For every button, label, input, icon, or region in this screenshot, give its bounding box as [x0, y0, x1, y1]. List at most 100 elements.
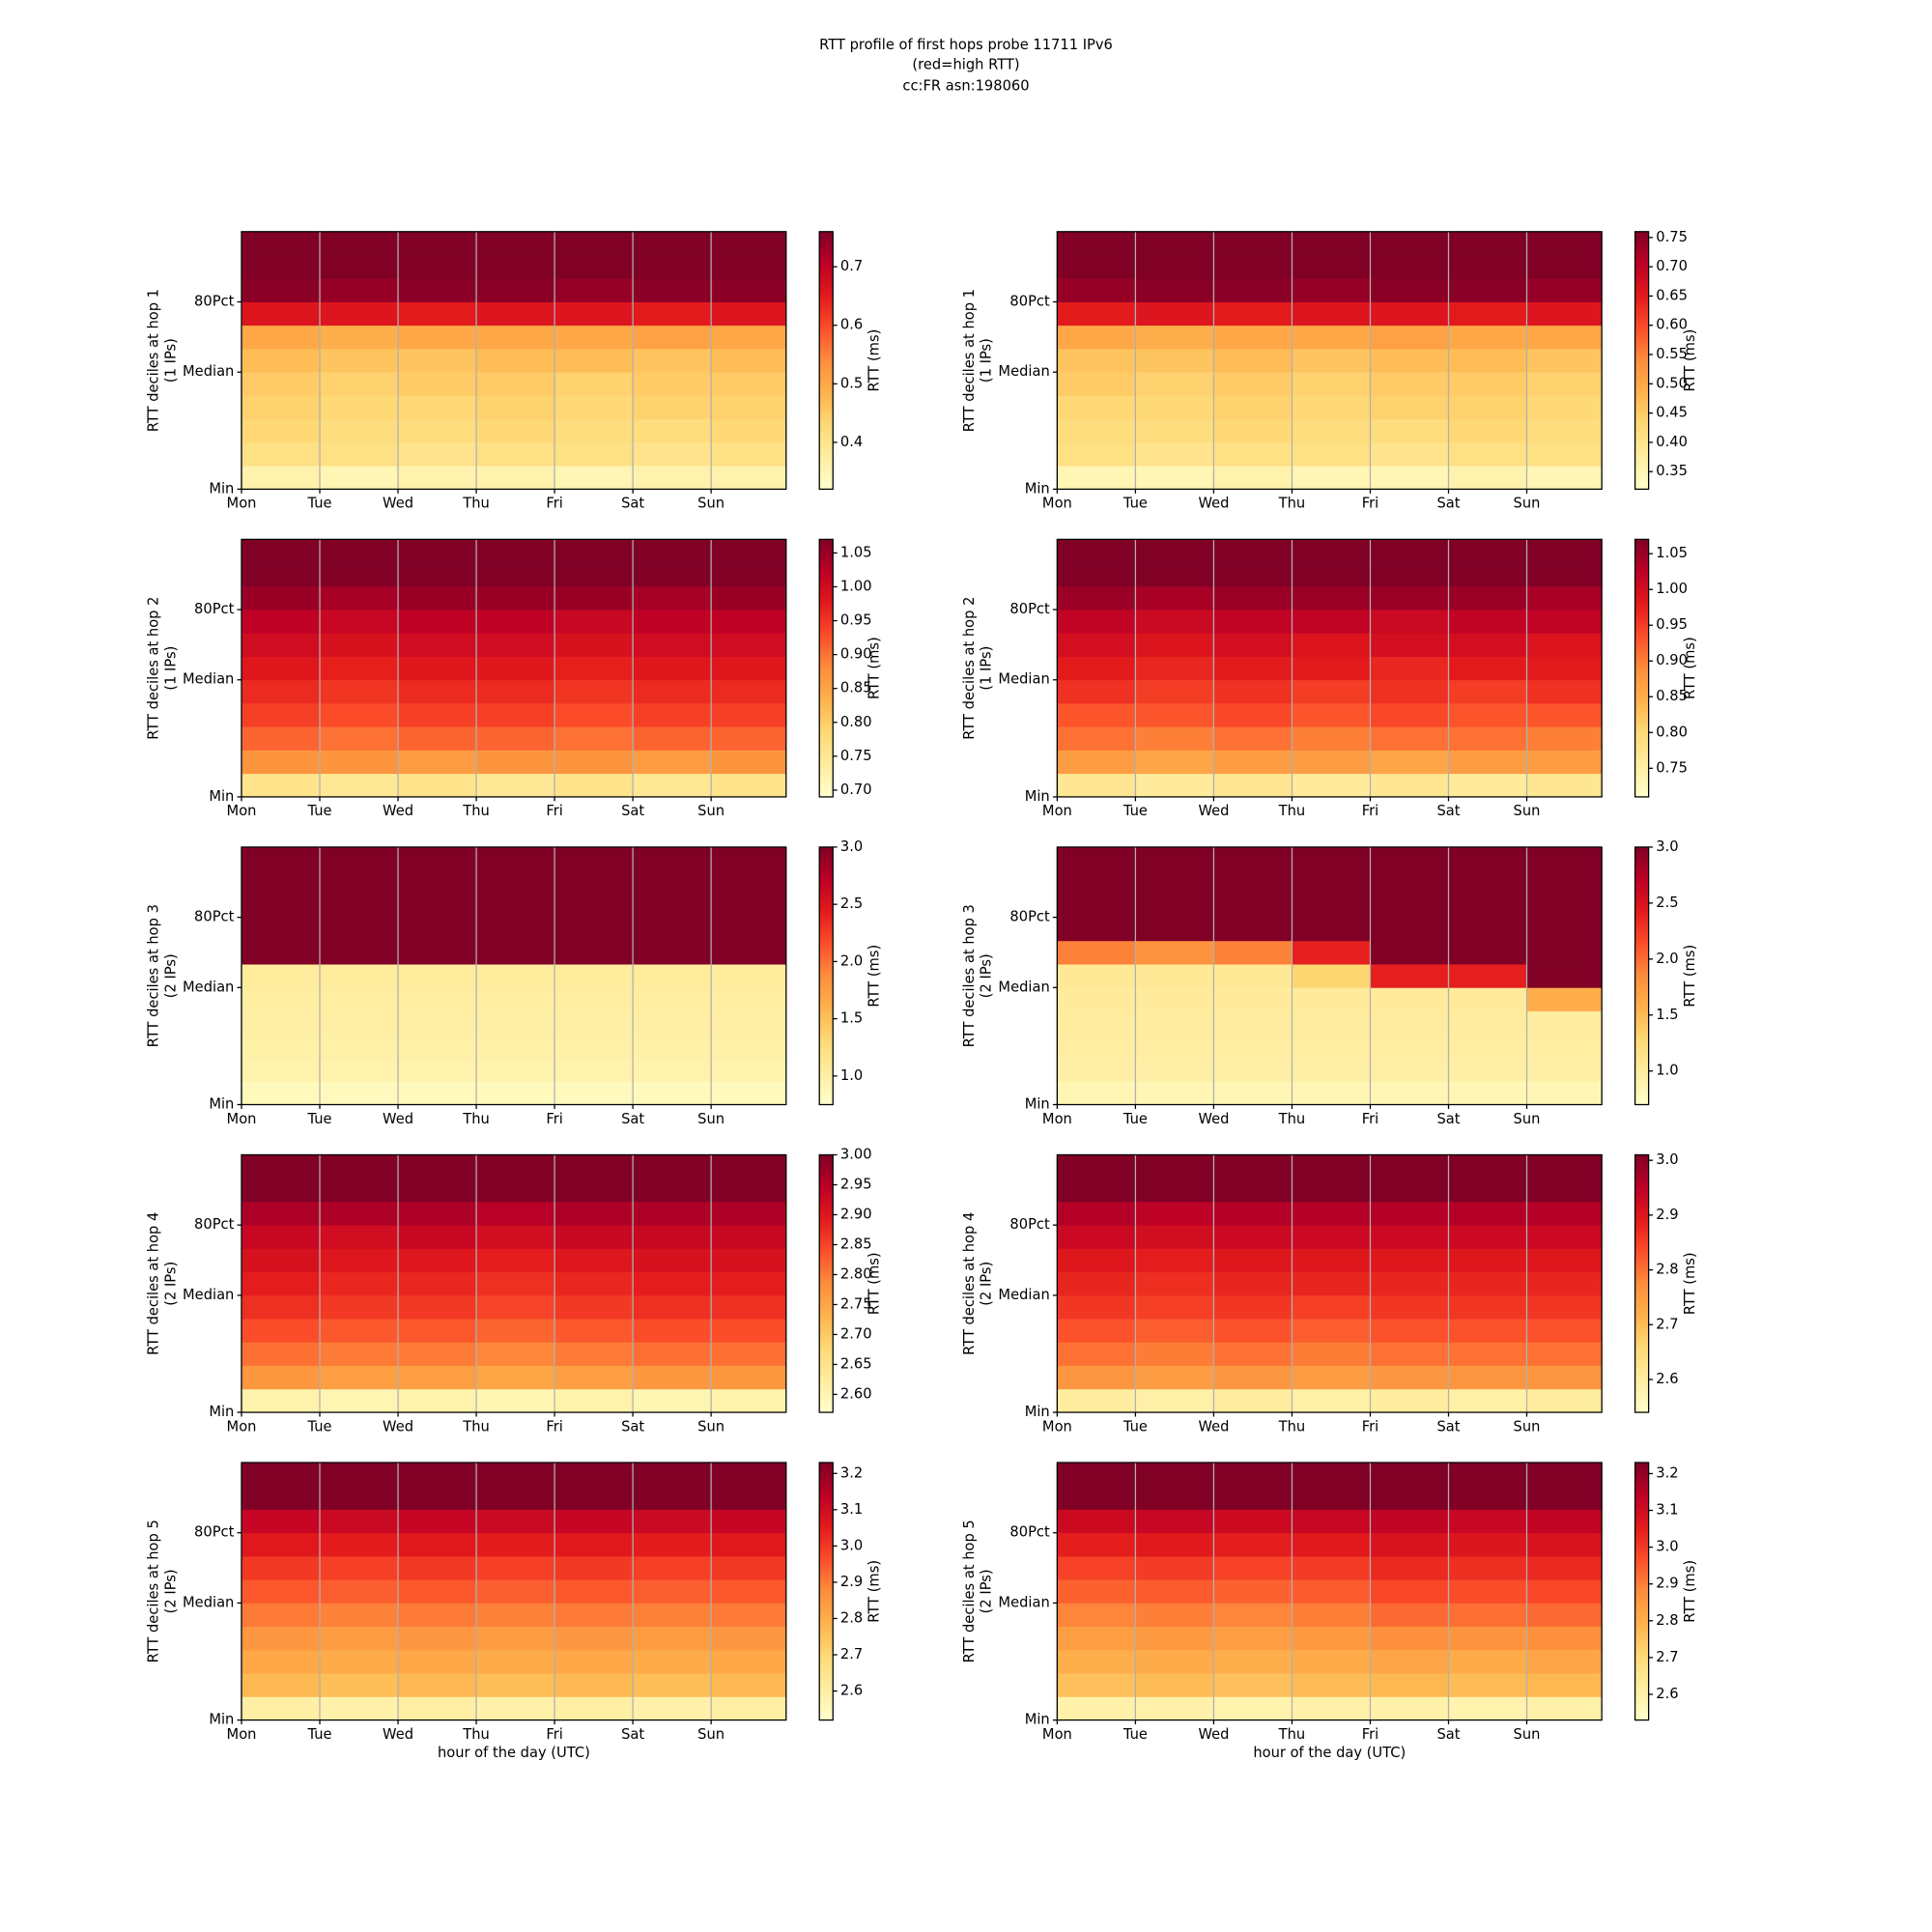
x-tick-label: Wed — [383, 1726, 413, 1743]
colorbar-tick-label: 2.8 — [1656, 1262, 1678, 1278]
heatmap-cell — [398, 1486, 477, 1510]
heatmap-cell — [711, 325, 787, 350]
heatmap-cell — [1057, 372, 1136, 396]
heatmap-cell — [476, 1603, 555, 1628]
heatmap-cell — [1057, 894, 1136, 918]
heatmap-cell — [633, 1555, 712, 1580]
heatmap-cell — [711, 750, 787, 775]
colorbar-tick-label: 2.7 — [1656, 1649, 1678, 1665]
heatmap-cell — [398, 1463, 477, 1487]
x-tick-label: Tue — [1122, 1111, 1148, 1127]
heatmap-cell — [1057, 679, 1136, 704]
heatmap-cell — [554, 1696, 634, 1720]
colorbar-tick-label: 0.6 — [840, 317, 863, 333]
heatmap-cell — [1057, 1626, 1136, 1651]
heatmap-cell — [1213, 940, 1293, 965]
heatmap-cell — [242, 1178, 321, 1203]
heatmap-cell — [476, 466, 555, 490]
x-tick-label: Fri — [546, 1111, 562, 1127]
x-tick-label: Mon — [1042, 803, 1072, 819]
heatmap-cell — [1135, 987, 1214, 1011]
heatmap-cell — [711, 1365, 787, 1390]
heatmap-cell — [1292, 1342, 1371, 1366]
heatmap-cell — [1213, 278, 1293, 302]
colorbar-tick-label: 2.65 — [840, 1355, 872, 1372]
heatmap-cell — [1135, 539, 1214, 563]
heatmap-cell — [554, 1388, 634, 1413]
x-tick-label: Fri — [1362, 496, 1378, 512]
heatmap-cell — [711, 1532, 787, 1557]
heatmap-cell — [1448, 610, 1527, 634]
heatmap-cell — [554, 325, 634, 350]
heatmap-cell — [554, 1225, 634, 1249]
heatmap-cell — [476, 894, 555, 918]
heatmap-cell — [711, 539, 787, 563]
x-tick-label: Sun — [697, 1111, 724, 1127]
heatmap-cell — [398, 633, 477, 657]
heatmap-cell — [1448, 1010, 1527, 1036]
heatmap-cell — [320, 231, 399, 256]
heatmap-cell — [242, 1555, 321, 1580]
title-line: (red=high RTT) — [912, 57, 1019, 73]
heatmap-cell — [633, 1486, 712, 1510]
heatmap-cell — [1213, 562, 1293, 587]
heatmap-cell — [476, 702, 555, 727]
heatmap-cell — [1526, 418, 1603, 443]
heatmap-cell — [320, 278, 399, 302]
heatmap-cell — [1135, 348, 1214, 373]
colorbar-tick-label: 2.70 — [840, 1325, 872, 1342]
heatmap-cell — [1292, 610, 1371, 634]
heatmap-cell — [711, 1081, 787, 1105]
plot-frame — [1056, 1462, 1603, 1721]
heatmap-cell — [320, 466, 399, 490]
y-tick-label: Median — [183, 979, 234, 995]
heatmap-cell — [1057, 1319, 1136, 1343]
heatmap-cell — [1370, 418, 1449, 443]
heatmap-cell — [1213, 585, 1293, 611]
x-tick-label: Mon — [227, 1418, 257, 1435]
heatmap-cell — [398, 1010, 477, 1036]
heatmap-cell — [554, 1201, 634, 1226]
heatmap-cell — [476, 679, 555, 704]
heatmap-cell — [1213, 301, 1293, 327]
heatmap-cell — [1370, 466, 1449, 490]
colorbar-tick-label: 3.0 — [1656, 838, 1678, 855]
heatmap-cell — [1370, 702, 1449, 727]
heatmap-cell — [242, 1696, 321, 1720]
heatmap-cell — [1448, 562, 1527, 587]
heatmap-cell — [320, 1248, 399, 1273]
heatmap-cell — [1448, 1673, 1527, 1697]
colorbar-tick-label: 2.85 — [840, 1236, 872, 1252]
heatmap-cell — [1526, 1673, 1603, 1697]
heatmap-cell — [242, 633, 321, 657]
heatmap-cell — [633, 940, 712, 965]
x-tick-label: Sun — [697, 1726, 724, 1743]
heatmap-cell — [633, 348, 712, 373]
heatmap-cell — [1448, 1696, 1527, 1720]
x-tick-label: Thu — [1278, 1111, 1306, 1127]
heatmap-cell — [711, 726, 787, 751]
heatmap-cell — [476, 1555, 555, 1580]
heatmap-cell — [633, 325, 712, 350]
heatmap-cell — [242, 301, 321, 327]
heatmap-cell — [242, 1081, 321, 1105]
heatmap-cell — [554, 750, 634, 775]
heatmap-cell — [711, 1178, 787, 1203]
heatmap-cell — [1526, 1696, 1603, 1720]
heatmap-cell — [554, 395, 634, 420]
heatmap-cell — [242, 1463, 321, 1487]
heatmap-cell — [554, 1365, 634, 1390]
heatmap-cell — [1526, 372, 1603, 396]
x-tick-label: Sat — [1436, 496, 1460, 512]
heatmap-cell — [1526, 1388, 1603, 1413]
heatmap-cell — [1213, 1342, 1293, 1366]
heatmap-cell — [1213, 1509, 1293, 1534]
heatmap-cell — [1057, 702, 1136, 727]
heatmap-cell — [1213, 773, 1293, 798]
heatmap-cell — [476, 301, 555, 327]
colorbar-tick-label: 2.60 — [840, 1385, 872, 1402]
heatmap-cell — [554, 656, 634, 681]
colorbar-tick-label: 2.8 — [1656, 1612, 1678, 1629]
y-tick-label: Median — [183, 1594, 234, 1610]
heatmap-cell — [711, 940, 787, 965]
